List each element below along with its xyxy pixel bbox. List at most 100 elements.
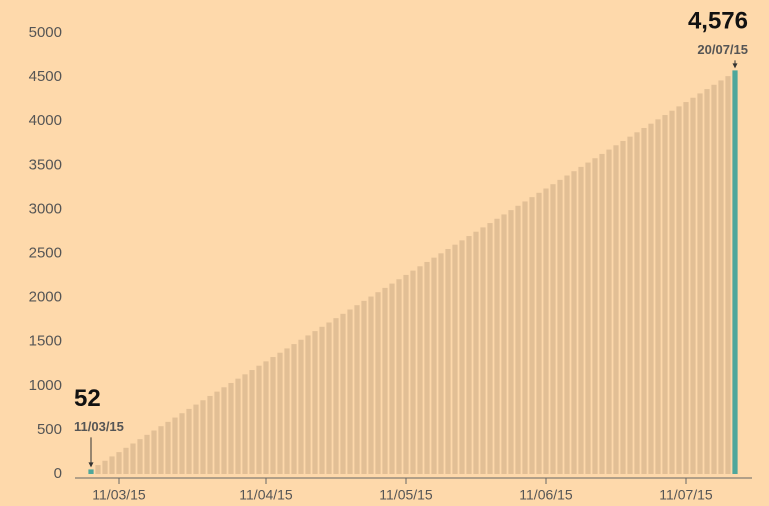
bar [368, 296, 374, 474]
bar [193, 404, 199, 474]
bar [347, 309, 353, 474]
bar [298, 339, 304, 474]
bar [473, 231, 479, 474]
bar [102, 460, 108, 474]
bar [508, 210, 514, 475]
bar [256, 365, 262, 474]
bar [424, 261, 430, 474]
bar [144, 434, 150, 474]
bar [263, 361, 269, 474]
bar [151, 430, 157, 474]
bar [172, 417, 178, 474]
bar [235, 378, 241, 474]
bar [543, 188, 549, 475]
x-tick-label: 11/07/15 [659, 487, 713, 503]
bar [599, 153, 605, 475]
bar [578, 166, 584, 474]
bar [396, 279, 402, 474]
pointer-head [88, 462, 94, 468]
x-tick-label: 11/05/15 [379, 487, 433, 503]
x-tick-label: 11/03/15 [92, 487, 146, 503]
bar [669, 110, 675, 475]
bar [613, 145, 619, 474]
y-tick-label: 1500 [29, 333, 62, 350]
y-tick-label: 0 [54, 465, 62, 482]
bar [452, 244, 458, 474]
value-date: 11/03/15 [74, 419, 124, 434]
y-tick-label: 500 [37, 421, 62, 438]
bar [319, 326, 325, 474]
bar [326, 322, 332, 474]
bar [732, 70, 738, 475]
bar [284, 348, 290, 474]
bar [725, 76, 731, 475]
bar [585, 162, 591, 474]
bar [214, 391, 220, 474]
bar [207, 395, 213, 474]
bar [536, 192, 542, 474]
bar [137, 439, 143, 474]
bar [718, 80, 724, 474]
bar [550, 184, 556, 474]
bar [242, 374, 248, 474]
bar [459, 240, 465, 474]
x-tick-label: 11/04/15 [239, 487, 293, 503]
bar [648, 123, 654, 474]
bar [662, 115, 668, 474]
value-date: 20/07/15 [697, 42, 748, 57]
bar [606, 149, 612, 474]
bar [641, 127, 647, 475]
bar [627, 136, 633, 474]
bar [221, 387, 227, 474]
value-label: 4,576 [688, 8, 748, 35]
y-tick-label: 3000 [29, 200, 62, 217]
bar [186, 408, 192, 474]
pointer-head [732, 63, 738, 69]
bar [620, 140, 626, 475]
bar [634, 132, 640, 474]
bar [704, 89, 710, 474]
bar [389, 283, 395, 474]
bar [697, 93, 703, 475]
y-tick-label: 4000 [29, 112, 62, 129]
bar [375, 292, 381, 474]
bar [291, 344, 297, 474]
bar [130, 443, 136, 474]
bar [95, 465, 101, 474]
bar [305, 335, 311, 474]
bar [200, 400, 206, 474]
y-tick-label: 5000 [29, 24, 62, 41]
bar [410, 270, 416, 474]
bar [270, 357, 276, 474]
bar [480, 227, 486, 474]
bar [515, 205, 521, 474]
bar [312, 331, 318, 474]
bar [494, 218, 500, 474]
bar [361, 300, 367, 474]
bar [711, 84, 717, 474]
bar [165, 421, 171, 474]
bar [676, 106, 682, 475]
bar [522, 201, 528, 474]
bar [529, 197, 535, 474]
value-label: 52 [74, 385, 101, 412]
bar [333, 318, 339, 474]
bar [564, 175, 570, 475]
bar [228, 382, 234, 474]
bar [277, 352, 283, 474]
bar [501, 214, 507, 474]
bar [179, 413, 185, 474]
bar [445, 249, 451, 474]
bar [438, 253, 444, 474]
bar [431, 257, 437, 474]
bar [123, 447, 129, 474]
bar [690, 97, 696, 474]
bar [403, 274, 409, 474]
bar [382, 287, 388, 474]
bar [466, 236, 472, 474]
y-tick-label: 4500 [29, 68, 62, 85]
y-tick-label: 3500 [29, 156, 62, 173]
bar [340, 313, 346, 474]
bar [116, 452, 122, 474]
